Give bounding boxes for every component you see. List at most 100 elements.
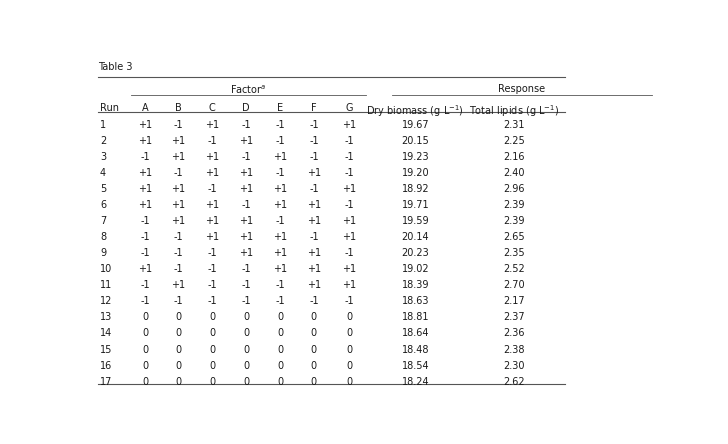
Text: 0: 0 — [243, 329, 249, 338]
Text: Total lipids (g L$^{-1}$): Total lipids (g L$^{-1}$) — [469, 103, 559, 119]
Text: 2.39: 2.39 — [503, 200, 525, 210]
Text: 13: 13 — [100, 313, 112, 322]
Text: +1: +1 — [171, 136, 186, 146]
Text: Dry biomass (g L$^{-1}$): Dry biomass (g L$^{-1}$) — [366, 103, 464, 119]
Text: -1: -1 — [344, 296, 354, 306]
Text: -1: -1 — [174, 264, 183, 274]
Text: -1: -1 — [344, 136, 354, 146]
Text: -1: -1 — [344, 152, 354, 162]
Text: 2.39: 2.39 — [503, 216, 525, 226]
Text: 0: 0 — [346, 377, 352, 387]
Text: 0: 0 — [277, 313, 283, 322]
Text: -1: -1 — [207, 136, 217, 146]
Text: +1: +1 — [273, 264, 287, 274]
Text: 12: 12 — [100, 296, 112, 306]
Text: 0: 0 — [311, 361, 317, 371]
Text: 0: 0 — [346, 361, 352, 371]
Text: 0: 0 — [209, 377, 215, 387]
Text: -1: -1 — [242, 296, 251, 306]
Text: +1: +1 — [273, 200, 287, 210]
Text: +1: +1 — [138, 136, 152, 146]
Text: +1: +1 — [239, 168, 253, 178]
Text: 0: 0 — [243, 345, 249, 355]
Text: 0: 0 — [143, 329, 149, 338]
Text: +1: +1 — [171, 200, 186, 210]
Text: +1: +1 — [138, 264, 152, 274]
Text: -1: -1 — [275, 280, 285, 290]
Text: 0: 0 — [143, 313, 149, 322]
Text: 20.15: 20.15 — [402, 136, 430, 146]
Text: 6: 6 — [100, 200, 106, 210]
Text: A: A — [142, 103, 149, 113]
Text: -1: -1 — [242, 152, 251, 162]
Text: -1: -1 — [141, 216, 150, 226]
Text: -1: -1 — [344, 248, 354, 258]
Text: +1: +1 — [273, 248, 287, 258]
Text: 16: 16 — [100, 361, 112, 371]
Text: B: B — [175, 103, 182, 113]
Text: Response: Response — [499, 84, 545, 94]
Text: 2.30: 2.30 — [503, 361, 525, 371]
Text: Run: Run — [100, 103, 119, 113]
Text: 0: 0 — [143, 345, 149, 355]
Text: +1: +1 — [171, 280, 186, 290]
Text: +1: +1 — [239, 248, 253, 258]
Text: +1: +1 — [306, 264, 321, 274]
Text: -1: -1 — [207, 296, 217, 306]
Text: -1: -1 — [344, 200, 354, 210]
Text: Factor$^{a}$: Factor$^{a}$ — [230, 84, 266, 96]
Text: -1: -1 — [174, 168, 183, 178]
Text: -1: -1 — [141, 248, 150, 258]
Text: 0: 0 — [143, 377, 149, 387]
Text: -1: -1 — [174, 296, 183, 306]
Text: 4: 4 — [100, 168, 106, 178]
Text: +1: +1 — [239, 216, 253, 226]
Text: 0: 0 — [277, 329, 283, 338]
Text: -1: -1 — [141, 232, 150, 242]
Text: -1: -1 — [309, 136, 319, 146]
Text: +1: +1 — [138, 184, 152, 194]
Text: 18.54: 18.54 — [402, 361, 430, 371]
Text: F: F — [311, 103, 317, 113]
Text: 2.31: 2.31 — [503, 119, 525, 130]
Text: +1: +1 — [342, 280, 356, 290]
Text: 2.62: 2.62 — [503, 377, 525, 387]
Text: C: C — [209, 103, 215, 113]
Text: 1: 1 — [100, 119, 106, 130]
Text: 15: 15 — [100, 345, 112, 355]
Text: 19.71: 19.71 — [402, 200, 430, 210]
Text: -1: -1 — [207, 264, 217, 274]
Text: -1: -1 — [242, 280, 251, 290]
Text: 0: 0 — [209, 329, 215, 338]
Text: 2.37: 2.37 — [503, 313, 525, 322]
Text: -1: -1 — [207, 184, 217, 194]
Text: 2.38: 2.38 — [503, 345, 525, 355]
Text: +1: +1 — [171, 184, 186, 194]
Text: 2.40: 2.40 — [503, 168, 525, 178]
Text: -1: -1 — [141, 296, 150, 306]
Text: 0: 0 — [175, 345, 181, 355]
Text: 0: 0 — [175, 329, 181, 338]
Text: +1: +1 — [342, 264, 356, 274]
Text: 0: 0 — [346, 329, 352, 338]
Text: 18.24: 18.24 — [402, 377, 430, 387]
Text: +1: +1 — [205, 216, 219, 226]
Text: -1: -1 — [309, 119, 319, 130]
Text: -1: -1 — [309, 152, 319, 162]
Text: 3: 3 — [100, 152, 106, 162]
Text: 19.02: 19.02 — [402, 264, 430, 274]
Text: +1: +1 — [171, 152, 186, 162]
Text: 18.48: 18.48 — [402, 345, 430, 355]
Text: 5: 5 — [100, 184, 106, 194]
Text: 17: 17 — [100, 377, 112, 387]
Text: -1: -1 — [275, 168, 285, 178]
Text: 8: 8 — [100, 232, 106, 242]
Text: 2.36: 2.36 — [503, 329, 525, 338]
Text: +1: +1 — [138, 119, 152, 130]
Text: G: G — [345, 103, 353, 113]
Text: +1: +1 — [342, 232, 356, 242]
Text: +1: +1 — [138, 200, 152, 210]
Text: 0: 0 — [243, 313, 249, 322]
Text: +1: +1 — [239, 232, 253, 242]
Text: +1: +1 — [306, 200, 321, 210]
